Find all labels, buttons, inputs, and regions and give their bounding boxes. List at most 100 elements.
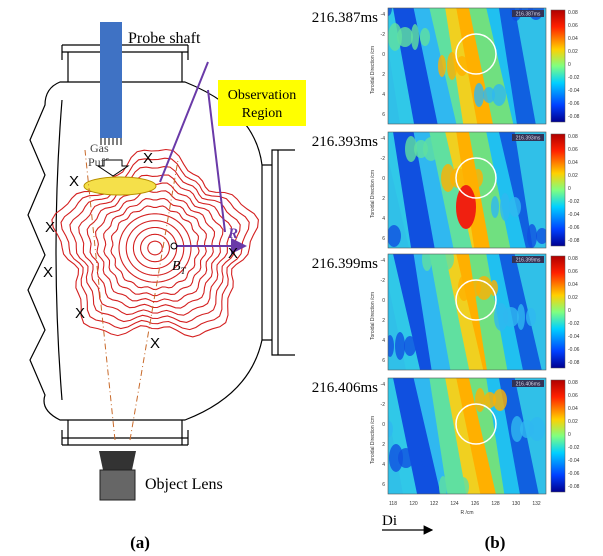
blob: [474, 83, 484, 107]
x-marker: X: [143, 150, 153, 167]
y-tick-label: 6: [382, 112, 385, 118]
x-tick-label: 132: [532, 501, 541, 507]
inner-wall: [56, 100, 62, 400]
gas-puff-line: Gas: [90, 141, 109, 155]
top-port: [62, 45, 188, 82]
contour: [141, 234, 170, 261]
y-tick-label: 2: [382, 442, 385, 448]
blob: [473, 169, 483, 187]
y-tick-label: -4: [381, 136, 386, 142]
colorbar: [551, 256, 565, 368]
figure: Probe shaft Observation Region Gas Puff …: [0, 0, 603, 556]
colorbar-tick-label: -0.04: [568, 334, 580, 340]
y-tick-label: 6: [382, 358, 385, 364]
blob: [500, 193, 510, 221]
y-tick-label: 0: [382, 422, 385, 428]
caption-b: (b): [485, 533, 506, 552]
blob: [405, 136, 417, 162]
frame-time: 216.393ms: [312, 134, 378, 150]
y-tick-label: 2: [382, 72, 385, 78]
colorbar-tick-label: 0.04: [568, 406, 578, 412]
blob: [388, 23, 402, 51]
colorbar-tick-label: 0.02: [568, 49, 578, 55]
colorbar-tick-label: 0: [568, 186, 571, 192]
colorbar-tick-label: -0.08: [568, 114, 580, 120]
colorbar-tick-label: 0: [568, 308, 571, 314]
right-port: [262, 150, 295, 355]
colorbar-tick-label: 0.06: [568, 23, 578, 29]
y-tick-label: -2: [381, 278, 386, 284]
blob: [456, 56, 468, 76]
blob: [395, 332, 405, 360]
frame-time: 216.387ms: [312, 10, 378, 26]
colorbar: [551, 10, 565, 122]
frame: [382, 378, 576, 501]
x-tick-label: 128: [491, 501, 500, 507]
lens-label: Object Lens: [145, 476, 223, 493]
colorbar-tick-label: 0.06: [568, 147, 578, 153]
colorbar: [551, 134, 565, 246]
blob: [439, 476, 447, 498]
y-tick-label: 0: [382, 52, 385, 58]
colorbar-tick-label: -0.06: [568, 471, 580, 477]
frame-tag-text: 216.387ms: [516, 12, 541, 18]
blob: [422, 247, 432, 271]
bottom-port: [62, 420, 188, 445]
colorbar-tick-label: -0.02: [568, 199, 580, 205]
x-marker: X: [75, 305, 85, 322]
frame-tag-text: 216.399ms: [516, 258, 541, 264]
y-tick-label: 4: [382, 92, 385, 98]
colorbar-tick-label: 0.02: [568, 173, 578, 179]
blob: [491, 196, 499, 218]
blob: [484, 392, 496, 408]
blob: [386, 335, 394, 357]
y-tick-label: -4: [381, 382, 386, 388]
y-tick-label: 6: [382, 482, 385, 488]
colorbar-tick-label: 0.08: [568, 256, 578, 262]
contour: [148, 241, 162, 255]
colorbar-tick-label: -0.02: [568, 75, 580, 81]
y-axis-label: Toroidal Direction /cm: [370, 292, 376, 340]
bt-sub: T: [181, 266, 187, 276]
panel-b: 216.387ms 216.387ms -4 -2 0 2 4 6 Toroidal Direc…: [312, 0, 580, 552]
x-tick-label: 118: [389, 501, 397, 507]
blob: [431, 251, 443, 267]
colorbar-tick-label: -0.06: [568, 101, 580, 107]
colorbar-tick-label: 0.08: [568, 10, 578, 16]
lens-top: [99, 451, 136, 470]
colorbar-tick-label: -0.08: [568, 360, 580, 366]
colorbar-tick-label: 0.06: [568, 269, 578, 275]
blob: [494, 303, 508, 331]
contour: [111, 206, 199, 289]
r-label: R: [227, 226, 238, 242]
frame: [382, 132, 570, 248]
x-axis-label: R /cm: [460, 510, 473, 516]
y-tick-label: -2: [381, 156, 386, 162]
probe-label: Probe shaft: [128, 30, 201, 47]
y-tick-label: 0: [382, 298, 385, 304]
x-marker: X: [45, 219, 55, 236]
blob: [483, 87, 495, 103]
frame-tag-text: 216.406ms: [516, 382, 541, 388]
y-tick-label: 2: [382, 318, 385, 324]
colorbar-tick-label: -0.02: [568, 445, 580, 451]
colorbar-tick-label: 0.04: [568, 160, 578, 166]
blob: [475, 388, 485, 412]
colorbar-tick-label: 0.08: [568, 134, 578, 140]
colorbar-tick-label: -0.08: [568, 238, 580, 244]
frame-tag-text: 216.393ms: [516, 136, 541, 142]
colorbar: [551, 380, 565, 492]
y-tick-label: 0: [382, 176, 385, 182]
colorbar-tick-label: 0.04: [568, 36, 578, 42]
colorbar-tick-label: 0.02: [568, 419, 578, 425]
blob: [527, 224, 537, 248]
x-tick-label: 122: [430, 501, 439, 507]
y-axis-label: Toroidal Direction /cm: [370, 170, 376, 218]
blob: [526, 308, 536, 326]
blob: [509, 197, 521, 217]
observation-line: Observation: [228, 88, 296, 103]
colorbar-tick-label: -0.06: [568, 225, 580, 231]
hot-spot: [456, 185, 476, 229]
blob: [441, 164, 455, 192]
colorbar-tick-label: -0.06: [568, 347, 580, 353]
